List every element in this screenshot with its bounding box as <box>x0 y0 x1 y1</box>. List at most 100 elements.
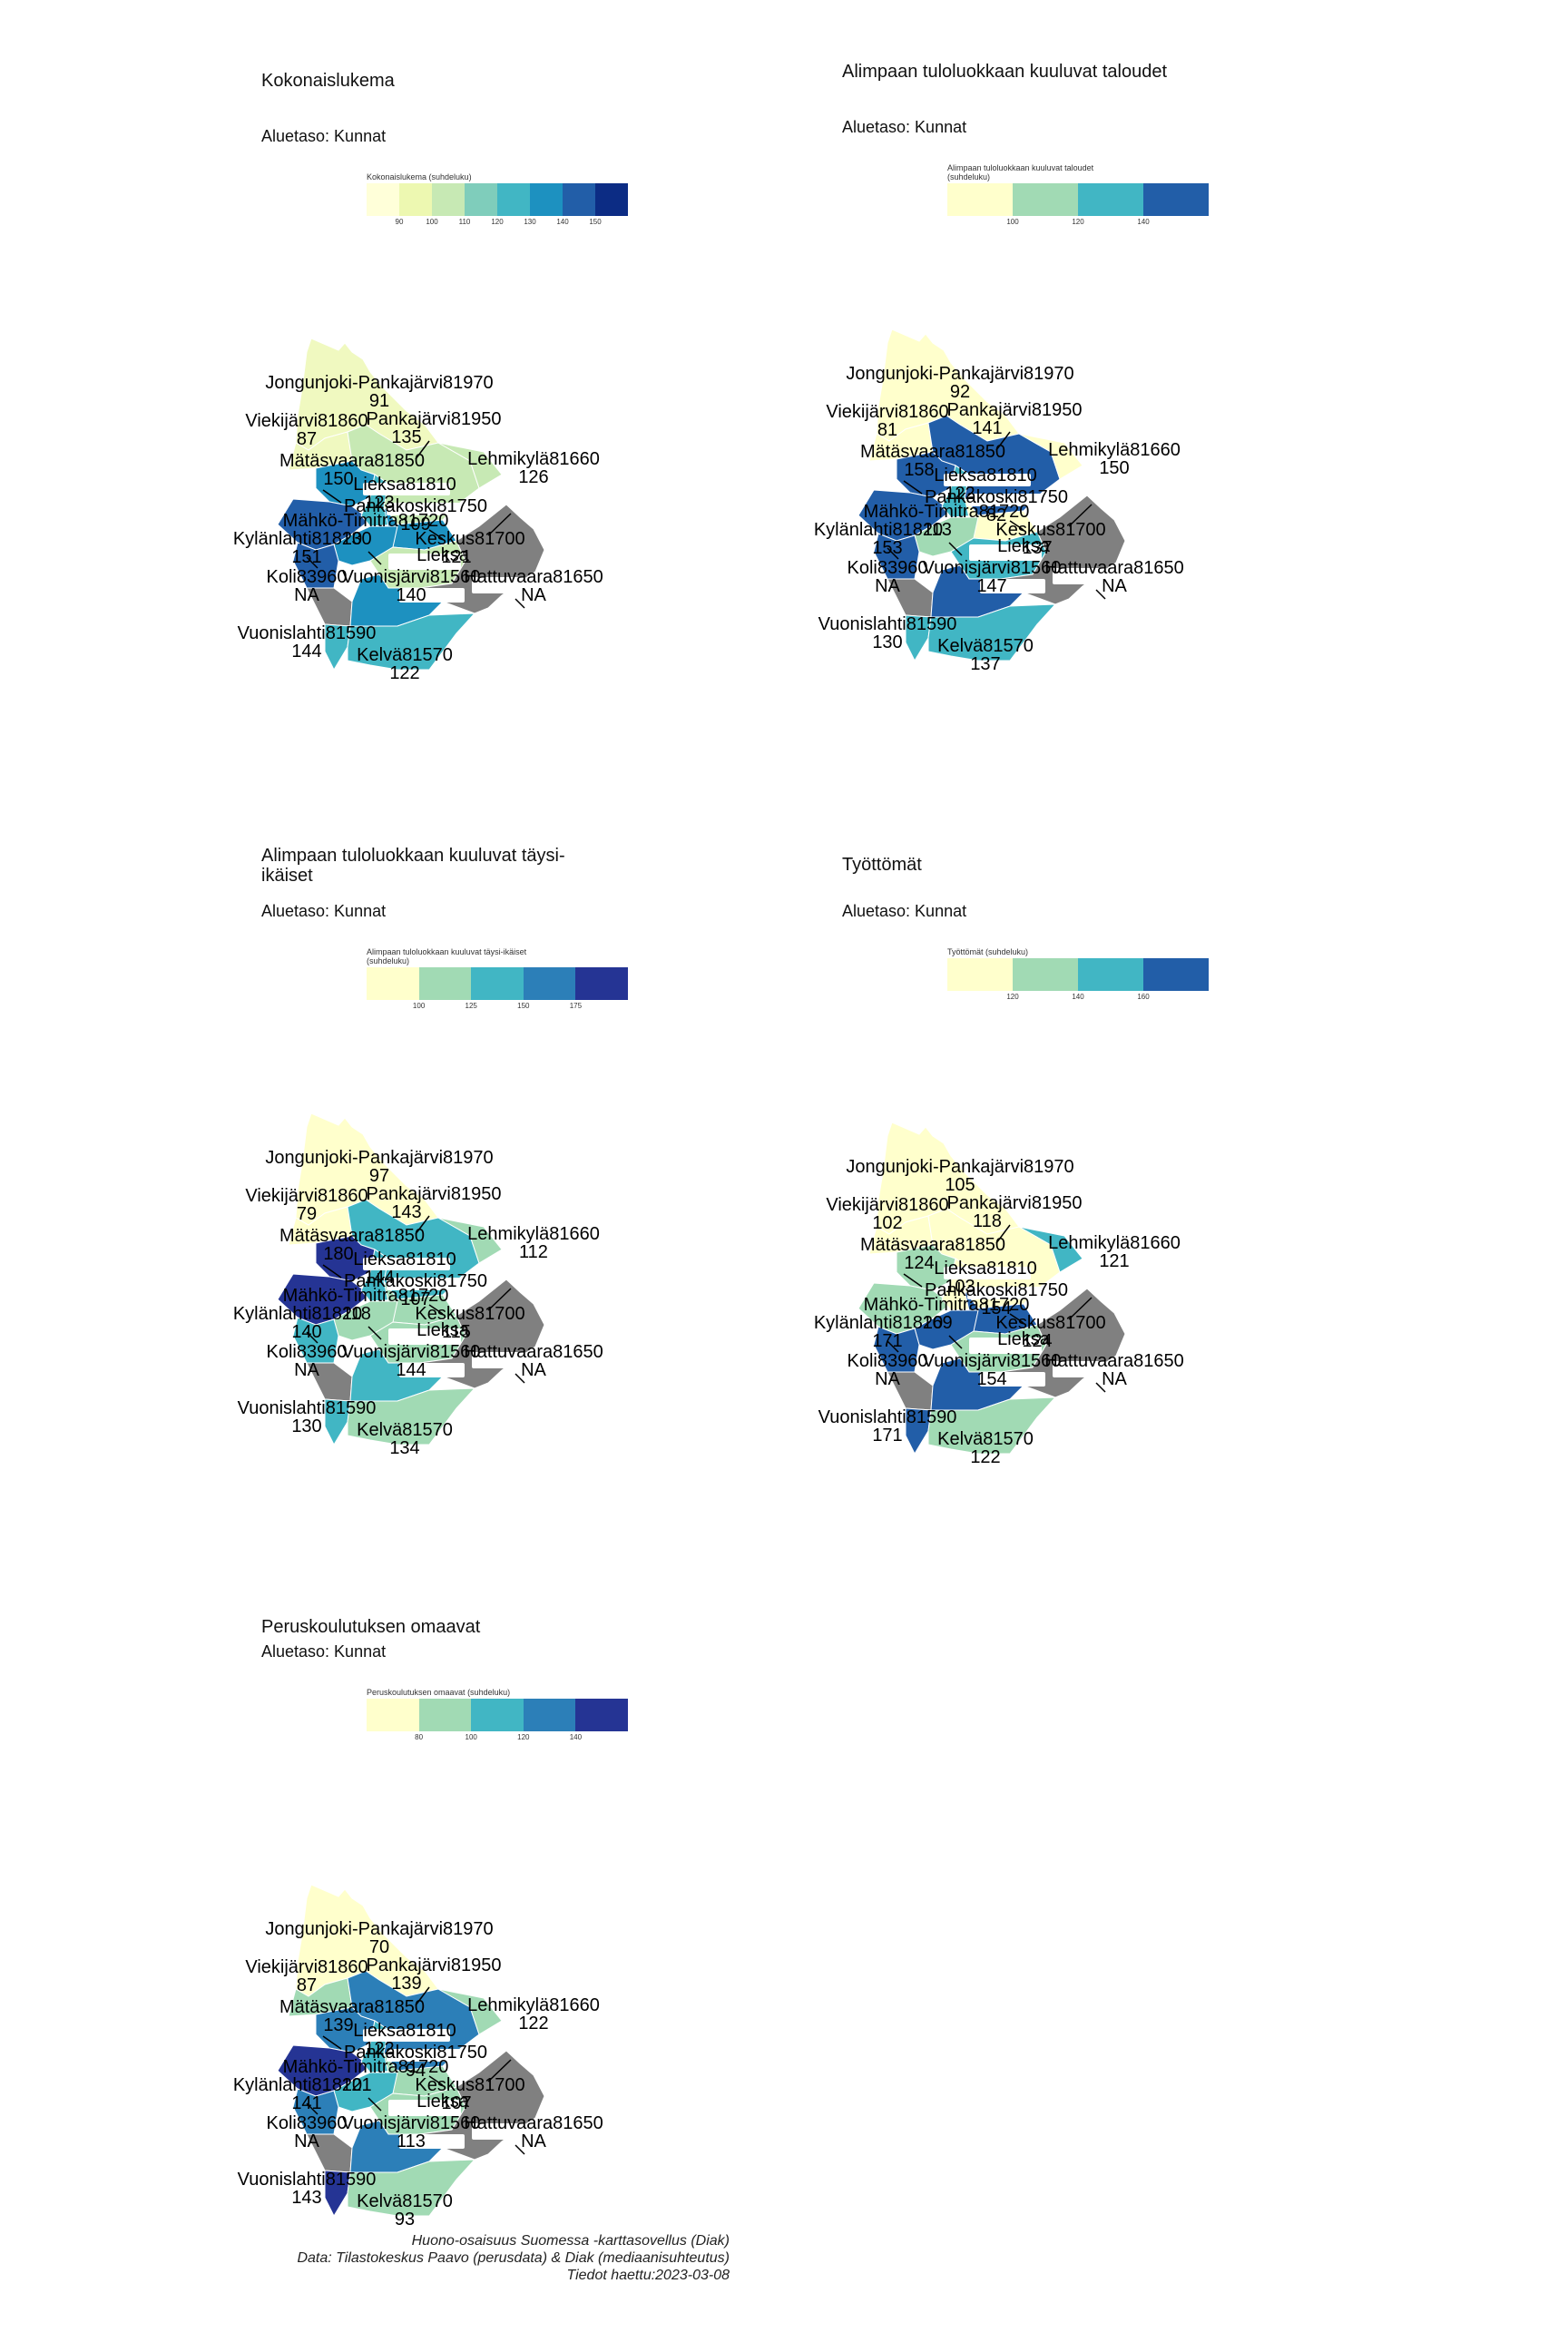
area-name-label: Vuonislahti81590 <box>818 614 957 634</box>
area-value-label: 87 <box>297 429 317 449</box>
legend-ticks: 90 100 110 120 130 140 150 <box>367 218 628 229</box>
map-region-vuonislahti[interactable] <box>324 623 351 671</box>
legend-tick-label: 100 <box>412 1002 426 1010</box>
area-name-label: Pankakoski81750 <box>344 1271 487 1291</box>
area-value-label: 134 <box>389 1438 419 1458</box>
place-label-lieksa: Lieksa <box>997 1329 1051 1349</box>
area-value-label: 150 <box>323 469 353 489</box>
label-background <box>967 494 1049 506</box>
label-leader-line <box>995 431 1011 451</box>
legend-swatch <box>471 967 524 1000</box>
area-value-label: 124 <box>1022 1331 1052 1351</box>
area-name-label: Pankakoski81750 <box>344 2043 487 2063</box>
label-background <box>399 1363 465 1377</box>
choropleth-map: Lieksa Jongunjoki-Pankajärvi8197092Viekij… <box>814 328 1184 674</box>
legend-tick-label: 100 <box>465 1733 477 1741</box>
label-leader-line <box>487 1288 512 1311</box>
map-region-lehmikyla[interactable] <box>1018 1226 1083 1273</box>
panel-title: Alimpaan tuloluokkaan kuuluvat täysi-ikä… <box>261 846 565 886</box>
label-background <box>363 483 450 495</box>
label-background <box>387 2049 468 2062</box>
area-name-label: Viekijärvi81860 <box>826 1195 948 1215</box>
panel-subtitle: Aluetaso: Kunnat <box>261 127 387 145</box>
label-leader-line <box>1095 1382 1106 1393</box>
area-name-label: Mähkö-Timitra81720 <box>864 1295 1030 1315</box>
area-name-label: Keskus81700 <box>995 520 1105 540</box>
area-value-label: 150 <box>1099 458 1129 478</box>
label-leader-line <box>995 1224 1011 1244</box>
area-name-label: Pankajärvi81950 <box>367 409 502 429</box>
area-name-label: Lehmikylä81660 <box>467 1224 600 1244</box>
area-value-label: 141 <box>291 2093 321 2113</box>
legend-tick-label: 120 <box>1072 218 1084 226</box>
area-name-label: Jongunjoki-Pankajärvi81970 <box>846 1157 1073 1177</box>
map-region-vuonislahti[interactable] <box>324 1398 351 1446</box>
area-name-label: Hattuvaara81650 <box>464 567 603 587</box>
legend-swatch <box>1013 183 1078 216</box>
map-region-lehmikyla[interactable] <box>437 1988 503 2035</box>
map-region-lehmikyla[interactable] <box>1018 433 1083 480</box>
area-value-label: NA <box>875 576 900 596</box>
area-value-label: 113 <box>397 2132 426 2151</box>
area-value-label: 151 <box>291 547 321 567</box>
legend-tick-label: 140 <box>569 1733 583 1741</box>
legend-title: Kokonaislukema (suhdeluku) <box>367 172 472 181</box>
label-leader-line <box>514 2144 525 2155</box>
legend-ticks: 120 140 160 <box>947 993 1209 1004</box>
choropleth-map: Lieksa Jongunjoki-Pankajärvi81970105Vieki… <box>814 1122 1184 1467</box>
legend-swatch <box>1078 183 1143 216</box>
label-leader-line <box>948 542 963 556</box>
legend-swatch <box>1013 958 1078 991</box>
label-leader-line <box>322 2035 342 2050</box>
area-name-label: Koli83960 <box>267 567 348 587</box>
label-leader-line <box>415 440 430 460</box>
map-region-kelva[interactable] <box>347 612 476 671</box>
label-leader-line <box>306 556 318 569</box>
map-region-lehmikyla[interactable] <box>437 442 503 489</box>
label-leader-line <box>428 529 444 540</box>
legend-swatch <box>418 1699 472 1731</box>
area-value-label: 143 <box>291 2188 321 2208</box>
label-leader-line <box>903 480 923 495</box>
area-name-label: Lieksa81810 <box>353 2021 456 2041</box>
area-value-label: 130 <box>872 632 902 652</box>
area-name-label: Vuonisjärvi81560 <box>923 1351 1062 1371</box>
map-region-kelva[interactable] <box>347 2159 476 2217</box>
map-region-vuonislahti[interactable] <box>324 2170 351 2218</box>
area-value-label: 92 <box>950 382 970 402</box>
area-value-label: 153 <box>872 538 902 558</box>
panel-title: Alimpaan tuloluokkaan kuuluvat taloudet <box>842 62 1168 82</box>
map-region-kelva[interactable] <box>347 1387 476 1446</box>
legend-swatch <box>595 183 628 216</box>
legend-tick-label: 125 <box>465 1002 477 1010</box>
label-background <box>980 579 1045 593</box>
map-panel: Työttömät Aluetaso: Kunnat Työttömät (suhd… <box>814 855 1405 1544</box>
legend-title: Alimpaan tuloluokkaan kuuluvat taloudet … <box>947 163 1094 181</box>
area-name-label: Kelvä81570 <box>937 636 1034 656</box>
label-leader-line <box>428 2075 444 2086</box>
map-region-kelva[interactable] <box>927 1396 1057 1455</box>
map-region-kelva[interactable] <box>927 603 1057 662</box>
legend-title: Peruskoulutuksen omaavat (suhdeluku) <box>367 1688 511 1697</box>
area-name-label: Koli83960 <box>267 2113 348 2133</box>
area-value-label: 121 <box>1099 1251 1129 1271</box>
map-region-vuonislahti[interactable] <box>905 1407 932 1455</box>
legend-title: Alimpaan tuloluokkaan kuuluvat täysi-ikä… <box>367 947 527 965</box>
map-region-lehmikyla[interactable] <box>437 1217 503 1264</box>
area-value-label: 144 <box>396 1360 426 1380</box>
label-background <box>388 2100 461 2116</box>
legend-tick-label: 140 <box>1137 218 1150 226</box>
area-value-label: 169 <box>922 1313 952 1333</box>
label-leader-line <box>1009 520 1024 531</box>
label-background <box>980 1372 1045 1387</box>
map-region-vuonislahti[interactable] <box>905 614 932 662</box>
legend-swatch <box>497 183 530 216</box>
label-leader-line <box>1095 589 1106 600</box>
area-value-label: 141 <box>972 418 1002 438</box>
label-leader-line <box>368 551 382 565</box>
area-value-label: 118 <box>342 1304 371 1324</box>
area-value-label: NA <box>294 1360 319 1380</box>
area-name-label: Keskus81700 <box>995 1313 1105 1333</box>
area-value-label: 140 <box>291 1322 321 1342</box>
legend-swatch <box>367 1699 419 1731</box>
